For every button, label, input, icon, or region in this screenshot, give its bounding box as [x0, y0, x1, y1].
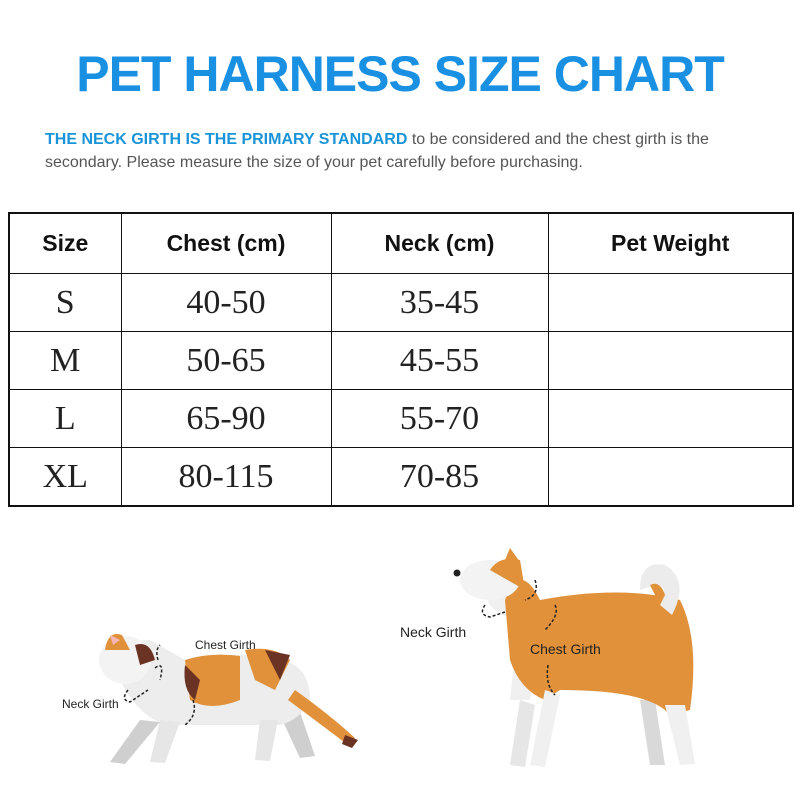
dog-chest-label: Chest Girth: [530, 641, 601, 657]
table-row: L 65-90 55-70: [8, 389, 794, 448]
header-neck: Neck (cm): [330, 212, 549, 274]
cat-chest-label: Chest Girth: [195, 638, 256, 652]
header-size: Size: [8, 212, 122, 274]
cell-neck: 45-55: [330, 331, 549, 390]
table-row: M 50-65 45-55: [8, 331, 794, 390]
cell-neck: 35-45: [330, 273, 549, 332]
dog-illustration: Neck Girth Chest Girth: [400, 548, 695, 767]
intro-highlight: THE NECK GIRTH IS THE PRIMARY STANDARD: [45, 131, 408, 148]
cell-weight: [547, 273, 794, 332]
cell-size: S: [8, 273, 122, 332]
cat-neck-label: Neck Girth: [62, 697, 119, 711]
table-row: S 40-50 35-45: [8, 273, 794, 332]
table-header-row: Size Chest (cm) Neck (cm) Pet Weight: [8, 212, 794, 274]
cell-size: L: [8, 389, 122, 448]
cell-size: XL: [8, 447, 122, 507]
cat-illustration: Neck Girth Chest Girth: [62, 634, 358, 764]
intro-text: THE NECK GIRTH IS THE PRIMARY STANDARD t…: [45, 128, 785, 174]
cell-neck: 70-85: [330, 447, 549, 507]
cell-neck: 55-70: [330, 389, 549, 448]
header-chest: Chest (cm): [120, 212, 332, 274]
cell-weight: [547, 331, 794, 390]
header-weight: Pet Weight: [547, 212, 794, 274]
size-table: Size Chest (cm) Neck (cm) Pet Weight S 4…: [8, 212, 794, 507]
cell-chest: 80-115: [120, 447, 332, 507]
table-row: XL 80-115 70-85: [8, 447, 794, 507]
cell-chest: 50-65: [120, 331, 332, 390]
dog-neck-label: Neck Girth: [400, 624, 466, 640]
title-text: PET HARNESS SIZE CHART: [76, 46, 725, 102]
cell-size: M: [8, 331, 122, 390]
page-title: PET HARNESS SIZE CHART: [0, 44, 800, 104]
cell-chest: 40-50: [120, 273, 332, 332]
measurement-illustration: Neck Girth Chest Girth Neck Girth Chest …: [62, 548, 695, 767]
cell-weight: [547, 389, 794, 448]
intro-body: to be considered and the chest girth is …: [45, 131, 709, 171]
cell-weight: [547, 447, 794, 507]
cell-chest: 65-90: [120, 389, 332, 448]
